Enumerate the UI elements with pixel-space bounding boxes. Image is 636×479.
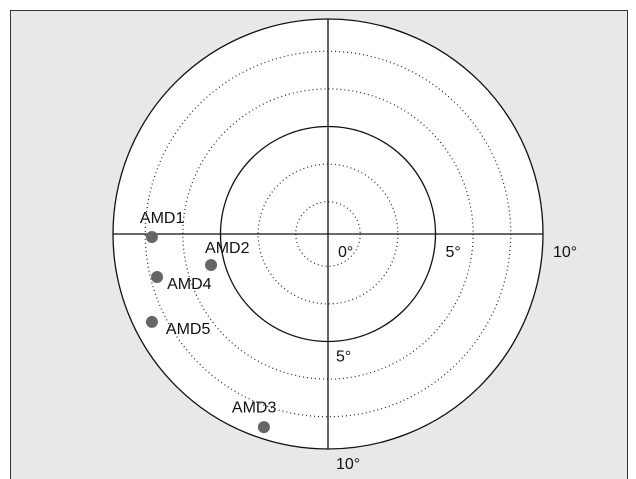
data-point: [145, 231, 158, 244]
x-tick-label: 0°: [338, 244, 353, 261]
data-point: [257, 421, 270, 434]
point-label: AMD2: [205, 240, 250, 257]
data-point: [205, 258, 218, 271]
x-tick-label: 5°: [446, 244, 461, 261]
point-label: AMD1: [140, 210, 185, 227]
y-tick-label: 10°: [336, 456, 360, 473]
y-tick-label: 5°: [336, 349, 351, 366]
data-point: [145, 315, 158, 328]
point-label: AMD4: [167, 276, 212, 293]
point-label: AMD5: [166, 321, 211, 338]
x-tick-label: 10°: [553, 244, 577, 261]
data-point: [151, 271, 164, 283]
point-label: AMD3: [232, 399, 277, 416]
